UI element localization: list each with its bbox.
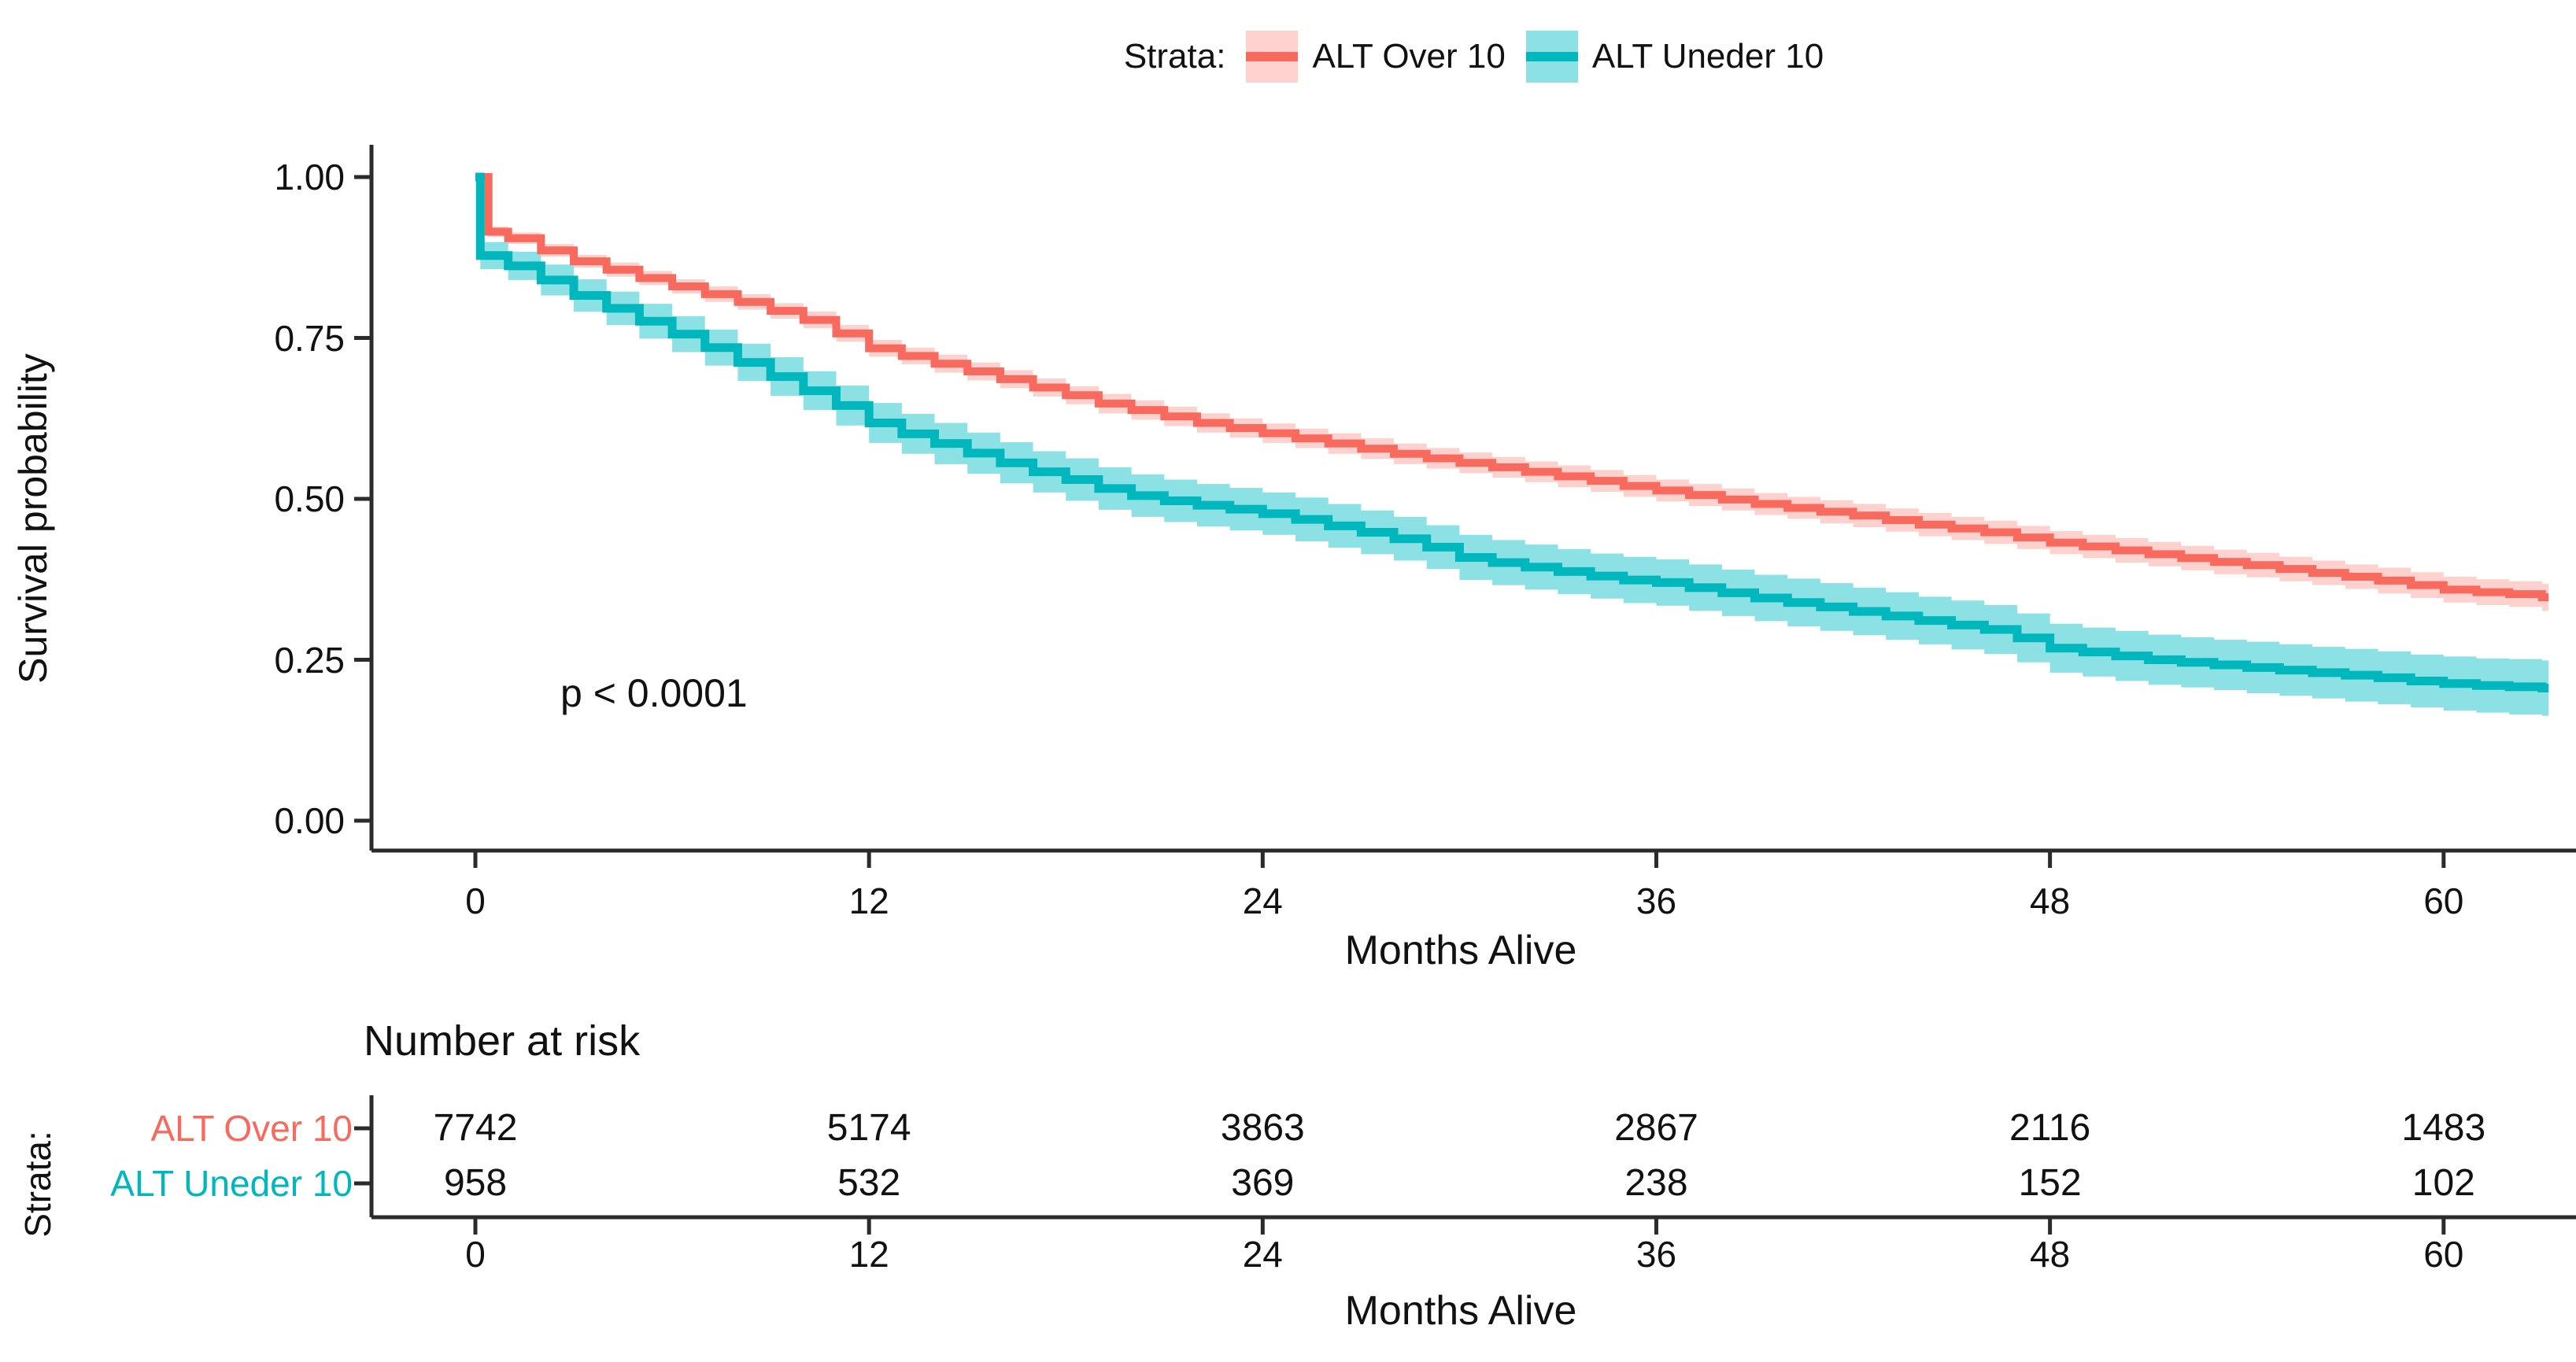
y-tick-label: 0.75 — [274, 317, 345, 359]
risk-x-tick-label: 12 — [848, 1234, 889, 1275]
risk-value: 3863 — [1220, 1107, 1305, 1149]
risk-x-axis-title: Months Alive — [1344, 1288, 1577, 1334]
x-tick-label: 36 — [1635, 880, 1677, 921]
confidence-band-red — [475, 177, 2549, 611]
x-tick-label: 12 — [848, 880, 889, 921]
legend-key-line-red — [1246, 52, 1299, 61]
legend-key-line-teal — [1525, 52, 1578, 61]
confidence-band-teal — [475, 177, 2549, 716]
risk-value: 152 — [2018, 1162, 2082, 1204]
risk-row-label-teal: ALT Uneder 10 — [110, 1163, 353, 1204]
legend-label: ALT Uneder 10 — [1591, 37, 1824, 76]
risk-x-tick-label: 24 — [1242, 1234, 1283, 1275]
risk-value: 7742 — [433, 1107, 518, 1149]
legend-title: Strata: — [1123, 37, 1226, 76]
risk-row-label-red: ALT Over 10 — [150, 1108, 353, 1149]
x-tick-label: 60 — [2423, 880, 2464, 921]
x-axis-title: Months Alive — [1344, 928, 1577, 973]
survival-curve-red — [475, 173, 2549, 602]
y-tick-label: 1.00 — [274, 157, 345, 197]
risk-value: 102 — [2412, 1162, 2475, 1204]
risk-value: 532 — [837, 1162, 901, 1204]
risk-value: 2116 — [2009, 1107, 2091, 1149]
legend-item-alt-over-10: ALT Over 10 — [1246, 31, 1506, 83]
x-tick-label: 48 — [2030, 880, 2071, 921]
risk-value: 5174 — [826, 1107, 911, 1149]
p-value-annotation: p < 0.0001 — [560, 671, 748, 715]
risk-x-tick-label: 36 — [1635, 1234, 1677, 1275]
risk-value: 2867 — [1614, 1107, 1698, 1149]
x-tick-label: 0 — [465, 880, 486, 921]
y-axis-title: Survival probability — [10, 353, 55, 684]
risk-x-tick-label: 0 — [465, 1234, 486, 1275]
x-tick-label: 24 — [1242, 880, 1283, 921]
y-tick-label: 0.25 — [274, 639, 345, 681]
risk-value: 369 — [1231, 1162, 1295, 1204]
risk-table-title: Number at risk — [364, 1017, 641, 1065]
risk-value: 238 — [1624, 1162, 1688, 1204]
y-tick-label: 0.50 — [274, 478, 345, 519]
y-tick-label: 0.00 — [274, 800, 345, 841]
risk-x-tick-label: 60 — [2423, 1234, 2464, 1275]
risk-x-tick-label: 48 — [2030, 1234, 2071, 1275]
legend-item-alt-uneder-10: ALT Uneder 10 — [1525, 31, 1824, 83]
survival-curve-teal — [475, 172, 2549, 692]
risk-value: 1483 — [2401, 1107, 2486, 1149]
legend: Strata: ALT Over 10 ALT Uneder 10 — [371, 22, 2576, 91]
legend-key-swatch-red — [1246, 31, 1299, 83]
risk-value: 958 — [443, 1162, 508, 1204]
legend-label: ALT Over 10 — [1312, 37, 1506, 76]
legend-key-swatch-teal — [1525, 31, 1578, 83]
